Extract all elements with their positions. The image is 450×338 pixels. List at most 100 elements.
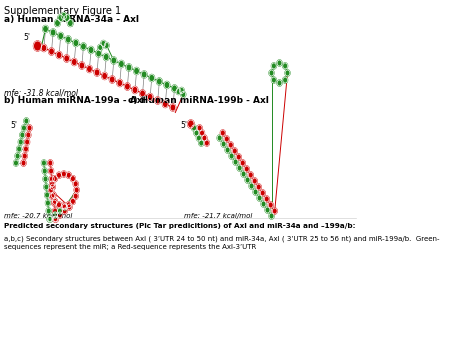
Circle shape (192, 125, 197, 131)
Circle shape (134, 68, 140, 74)
Circle shape (220, 130, 225, 136)
Circle shape (46, 208, 51, 214)
Circle shape (45, 192, 50, 198)
Circle shape (221, 141, 226, 147)
Circle shape (53, 176, 57, 182)
Circle shape (202, 135, 207, 141)
Circle shape (87, 66, 92, 72)
Circle shape (48, 216, 53, 222)
Circle shape (245, 177, 250, 183)
Circle shape (96, 50, 101, 57)
Circle shape (268, 202, 273, 208)
Circle shape (88, 47, 94, 53)
Circle shape (22, 153, 27, 159)
Circle shape (26, 132, 31, 138)
Circle shape (67, 172, 71, 178)
Circle shape (101, 41, 106, 47)
Circle shape (20, 132, 25, 138)
Circle shape (15, 153, 20, 159)
Circle shape (56, 51, 62, 58)
Text: mfe: -20.7 kcal/mol: mfe: -20.7 kcal/mol (4, 213, 72, 219)
Circle shape (14, 160, 18, 166)
Circle shape (50, 193, 54, 199)
Circle shape (277, 60, 282, 66)
Circle shape (41, 45, 47, 51)
Circle shape (248, 172, 253, 178)
Text: Predicted secondary structures (Pic Tar predicitions) of Axl and miR-34a and –19: Predicted secondary structures (Pic Tar … (4, 223, 356, 229)
Circle shape (62, 208, 67, 214)
Circle shape (104, 43, 109, 48)
Circle shape (53, 212, 58, 218)
Circle shape (170, 104, 176, 111)
Circle shape (126, 64, 132, 71)
Circle shape (62, 203, 66, 209)
Circle shape (22, 125, 27, 131)
Circle shape (49, 187, 54, 193)
Circle shape (25, 139, 30, 145)
Circle shape (236, 154, 241, 160)
Circle shape (21, 160, 26, 166)
Circle shape (57, 172, 61, 178)
Circle shape (111, 57, 117, 64)
Circle shape (67, 202, 71, 208)
Circle shape (58, 15, 63, 22)
Circle shape (162, 100, 168, 107)
Circle shape (34, 41, 41, 51)
Circle shape (197, 125, 202, 131)
Circle shape (49, 168, 54, 174)
Circle shape (176, 89, 181, 95)
Text: 5': 5' (10, 121, 18, 129)
Circle shape (45, 200, 50, 206)
Circle shape (51, 192, 56, 198)
Circle shape (66, 36, 71, 43)
Circle shape (149, 74, 154, 81)
Circle shape (232, 148, 237, 154)
Circle shape (50, 184, 55, 190)
Circle shape (50, 181, 54, 187)
Circle shape (261, 190, 265, 196)
Circle shape (179, 88, 184, 94)
Circle shape (229, 142, 233, 148)
Circle shape (58, 208, 62, 214)
Circle shape (50, 176, 54, 182)
Circle shape (17, 146, 22, 152)
Circle shape (132, 87, 138, 94)
Text: mfe: -31.8 kcal/mol: mfe: -31.8 kcal/mol (4, 88, 78, 97)
Circle shape (43, 25, 48, 32)
Circle shape (256, 184, 261, 190)
Circle shape (194, 130, 199, 136)
Circle shape (109, 76, 115, 83)
Circle shape (104, 53, 109, 61)
Circle shape (269, 213, 274, 219)
Circle shape (257, 195, 262, 201)
Circle shape (102, 72, 108, 79)
Circle shape (117, 79, 122, 87)
Circle shape (67, 204, 72, 210)
Circle shape (225, 147, 230, 153)
Circle shape (271, 63, 276, 69)
Circle shape (157, 78, 162, 85)
Circle shape (41, 160, 46, 166)
Text: mfe: -21.7 kcal/mol: mfe: -21.7 kcal/mol (184, 213, 252, 219)
Circle shape (62, 171, 66, 177)
Text: a) Human miRNA-34a - Axl: a) Human miRNA-34a - Axl (4, 15, 139, 24)
Circle shape (249, 183, 254, 189)
Text: a,b,c) Secondary structures between Axl ( 3’UTR 24 to 50 nt) and miR-34a, Axl ( : a,b,c) Secondary structures between Axl … (4, 236, 440, 250)
Circle shape (269, 70, 274, 76)
Circle shape (252, 178, 257, 184)
Circle shape (79, 62, 85, 69)
Circle shape (27, 125, 32, 131)
Circle shape (119, 61, 124, 68)
Circle shape (44, 184, 49, 190)
Circle shape (53, 208, 58, 214)
Circle shape (49, 48, 54, 55)
Circle shape (272, 208, 277, 214)
Circle shape (42, 168, 47, 174)
Text: 5': 5' (23, 33, 30, 43)
Circle shape (58, 212, 62, 218)
Circle shape (271, 77, 276, 83)
Circle shape (98, 45, 103, 50)
Text: b) Human miRNA-199a - Axl: b) Human miRNA-199a - Axl (4, 96, 146, 105)
Circle shape (285, 70, 290, 76)
Circle shape (74, 187, 79, 193)
